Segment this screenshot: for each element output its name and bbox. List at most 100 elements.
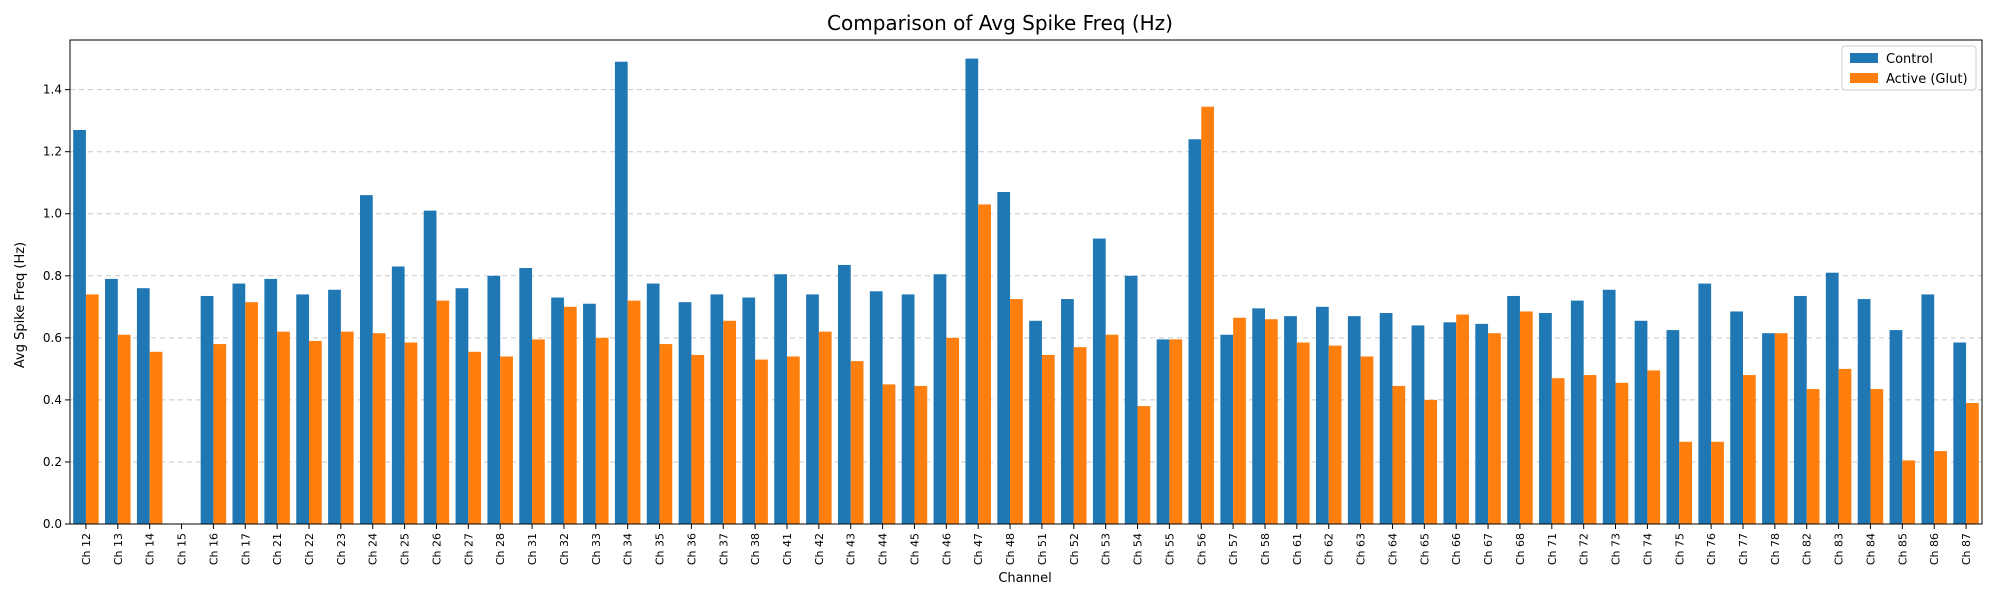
x-tick-label: Ch 47 xyxy=(972,533,985,565)
legend-label: Active (Glut) xyxy=(1886,72,1968,87)
bar-control xyxy=(1284,316,1297,524)
bar-control xyxy=(296,294,309,524)
y-tick-label: 1.4 xyxy=(43,83,62,97)
bar-control xyxy=(678,302,692,524)
bar-active xyxy=(1615,382,1629,524)
x-tick-label: Ch 77 xyxy=(1737,533,1750,565)
bar-control xyxy=(359,195,373,524)
bar-control xyxy=(1762,333,1775,524)
x-tick-label: Ch 34 xyxy=(622,533,635,565)
legend-label: Control xyxy=(1886,52,1933,67)
x-tick-label: Ch 76 xyxy=(1705,533,1718,565)
bar-active xyxy=(1774,333,1788,524)
bar-control xyxy=(1092,238,1106,525)
bar-control xyxy=(136,288,150,524)
bar-active xyxy=(787,356,800,524)
y-tick-label: 1.0 xyxy=(43,207,62,221)
x-tick-label: Ch 83 xyxy=(1833,533,1846,565)
x-tick-label: Ch 58 xyxy=(1259,533,1272,565)
bar-active xyxy=(1647,370,1661,524)
bar-control xyxy=(1411,325,1425,524)
x-tick-label: Ch 32 xyxy=(558,533,571,565)
bar-active xyxy=(1265,319,1278,524)
bar-control xyxy=(774,274,787,524)
x-tick-label: Ch 86 xyxy=(1928,533,1941,565)
bar-control xyxy=(1793,295,1807,524)
bar-control xyxy=(1634,320,1648,524)
x-tick-label: Ch 45 xyxy=(908,533,921,565)
bar-active xyxy=(563,306,577,524)
x-tick-label: Ch 52 xyxy=(1068,533,1081,565)
bar-active xyxy=(1137,406,1151,524)
bar-active xyxy=(1105,334,1119,524)
x-tick-label: Ch 12 xyxy=(80,533,93,565)
x-tick-label: Ch 65 xyxy=(1418,533,1431,565)
bars xyxy=(73,58,1979,525)
x-tick-label: Ch 68 xyxy=(1514,533,1527,565)
bar-control xyxy=(837,264,851,524)
bar-control xyxy=(1570,300,1584,524)
bar-active xyxy=(1519,311,1533,524)
bar-active xyxy=(978,204,991,524)
bar-control xyxy=(742,297,756,524)
bar-active xyxy=(627,300,641,524)
bar-active xyxy=(1488,333,1501,524)
x-tick-label: Ch 72 xyxy=(1578,533,1591,565)
bar-control xyxy=(1061,299,1074,524)
x-tick-label: Ch 67 xyxy=(1482,533,1495,565)
bar-active xyxy=(500,356,513,524)
bar-control xyxy=(1029,320,1042,524)
bar-active xyxy=(532,339,545,524)
bar-control xyxy=(1315,306,1329,524)
x-tick-label: Ch 46 xyxy=(940,533,953,565)
bar-control xyxy=(232,283,246,524)
bar-control xyxy=(455,288,469,524)
bar-active xyxy=(1424,399,1438,524)
x-tick-label: Ch 53 xyxy=(1100,533,1113,565)
bar-control xyxy=(551,297,564,524)
x-tick-label: Ch 23 xyxy=(335,533,348,565)
bar-active xyxy=(1583,375,1597,524)
bar-control xyxy=(1953,342,1967,524)
bar-control xyxy=(1666,330,1680,524)
x-tick-label: Ch 42 xyxy=(813,533,826,565)
bar-active xyxy=(882,384,896,524)
x-tick-label: Ch 38 xyxy=(749,533,762,565)
bar-active xyxy=(1806,389,1820,524)
x-tick-label: Ch 17 xyxy=(239,533,252,565)
bar-active xyxy=(1456,314,1469,524)
y-axis-label: Avg Spike Freq (Hz) xyxy=(13,242,28,368)
x-tick-label: Ch 64 xyxy=(1386,533,1399,565)
bar-active xyxy=(723,320,737,524)
bar-active xyxy=(1743,375,1756,524)
y-tick-label: 0.4 xyxy=(43,393,62,407)
bar-active xyxy=(850,361,864,524)
bar-active xyxy=(659,344,673,524)
bar-active xyxy=(1838,368,1852,524)
bar-control xyxy=(519,268,533,524)
bar-control xyxy=(869,291,883,524)
x-tick-label: Ch 16 xyxy=(207,533,220,565)
bar-control xyxy=(105,278,118,524)
x-tick-label: Ch 27 xyxy=(462,533,475,565)
bar-active xyxy=(1010,299,1023,524)
bar-active xyxy=(213,344,227,524)
bar-active xyxy=(691,354,705,524)
bar-active xyxy=(1328,345,1342,524)
x-tick-label: Ch 41 xyxy=(781,533,794,565)
x-tick-label: Ch 84 xyxy=(1864,533,1877,565)
bar-active xyxy=(1966,403,1979,524)
bar-active xyxy=(1233,317,1246,524)
bar-active xyxy=(372,333,386,524)
bar-control xyxy=(1124,275,1138,524)
bar-active xyxy=(946,337,960,524)
bar-control xyxy=(1252,308,1265,524)
y-tick-label: 0.8 xyxy=(43,269,62,283)
bar-control xyxy=(328,289,341,524)
x-tick-label: Ch 26 xyxy=(430,533,443,565)
bar-active xyxy=(1201,106,1215,524)
x-tick-labels: Ch 12 Ch 13 Ch 14 Ch 15 Ch 16 Ch 17 Ch 21 Ch 22… xyxy=(80,524,1973,565)
legend-swatch xyxy=(1850,73,1878,83)
x-tick-label: Ch 43 xyxy=(845,533,858,565)
